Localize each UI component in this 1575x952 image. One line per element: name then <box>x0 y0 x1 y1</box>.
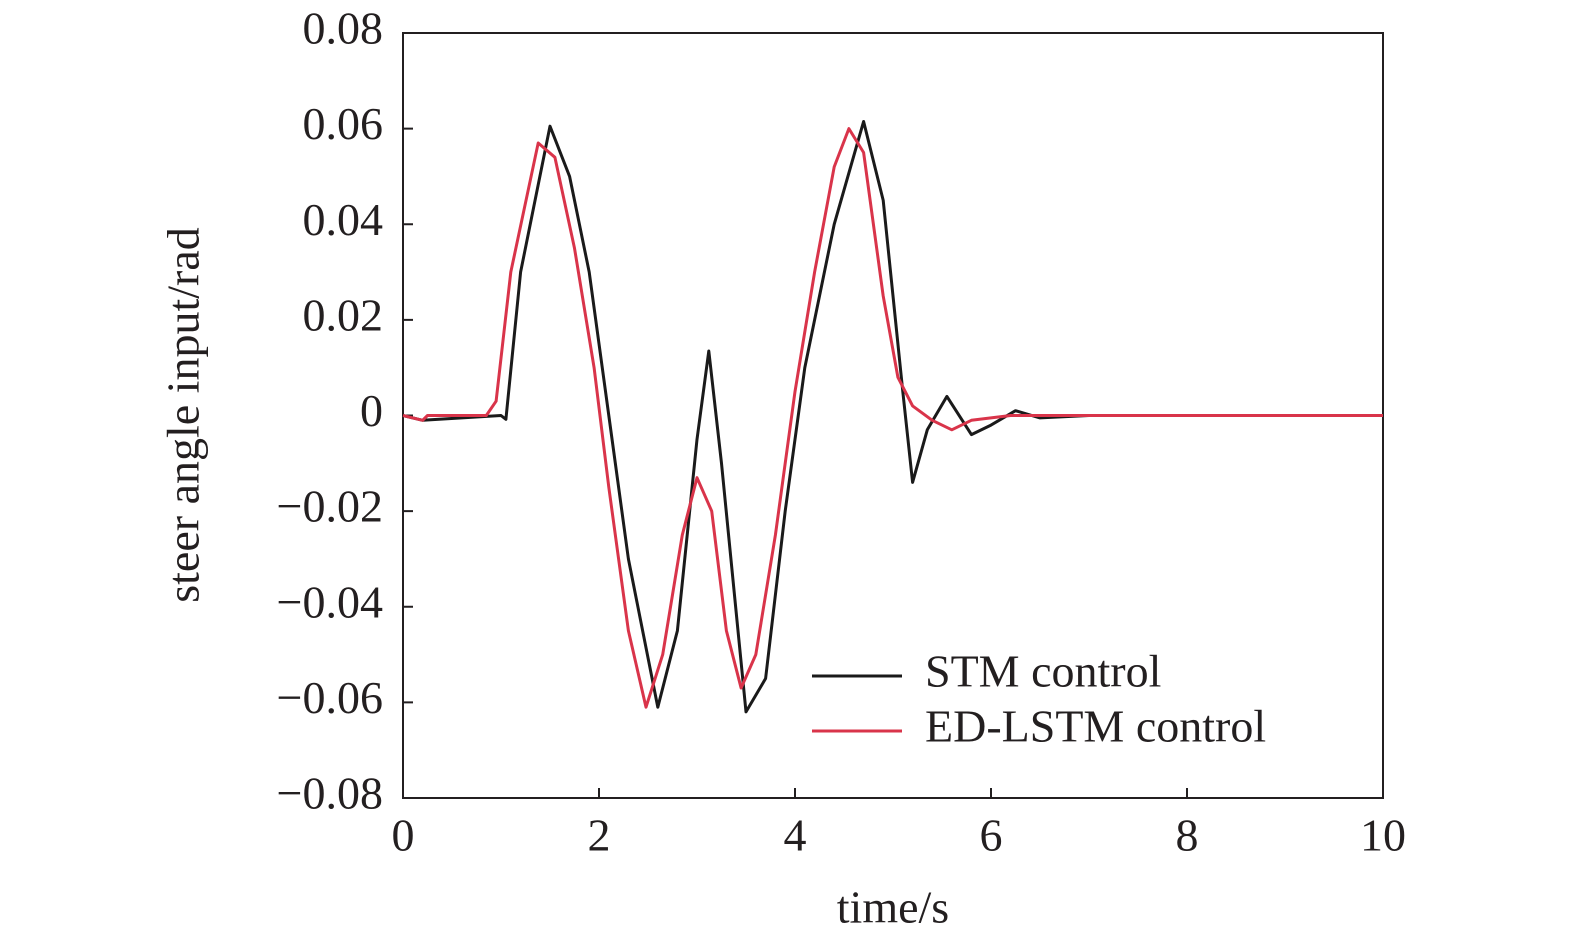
y-tick-label: 0.08 <box>303 3 384 54</box>
x-tick-label: 10 <box>1360 810 1406 861</box>
y-tick-label: 0.04 <box>303 194 384 245</box>
y-tick-label: −0.02 <box>277 481 383 532</box>
legend-label: STM control <box>925 646 1161 697</box>
legend-label: ED-LSTM control <box>925 701 1266 752</box>
y-tick-label: −0.06 <box>277 672 383 723</box>
y-tick-label: 0.06 <box>303 98 384 149</box>
series-line <box>402 120 1383 714</box>
x-tick-label: 6 <box>980 810 1003 861</box>
series-line <box>402 127 1383 709</box>
x-tick-label: 2 <box>588 810 611 861</box>
y-tick-label: 0.02 <box>303 289 384 340</box>
x-tick-label: 4 <box>784 810 807 861</box>
x-tick-label: 8 <box>1176 810 1199 861</box>
y-axis-label: steer angle input/rad <box>158 227 209 603</box>
y-tick-label: −0.04 <box>277 576 383 627</box>
y-tick-label: 0 <box>360 385 383 436</box>
y-tick-label: −0.08 <box>277 768 383 819</box>
x-tick-label: 0 <box>392 810 415 861</box>
x-axis-label: time/s <box>837 882 949 933</box>
